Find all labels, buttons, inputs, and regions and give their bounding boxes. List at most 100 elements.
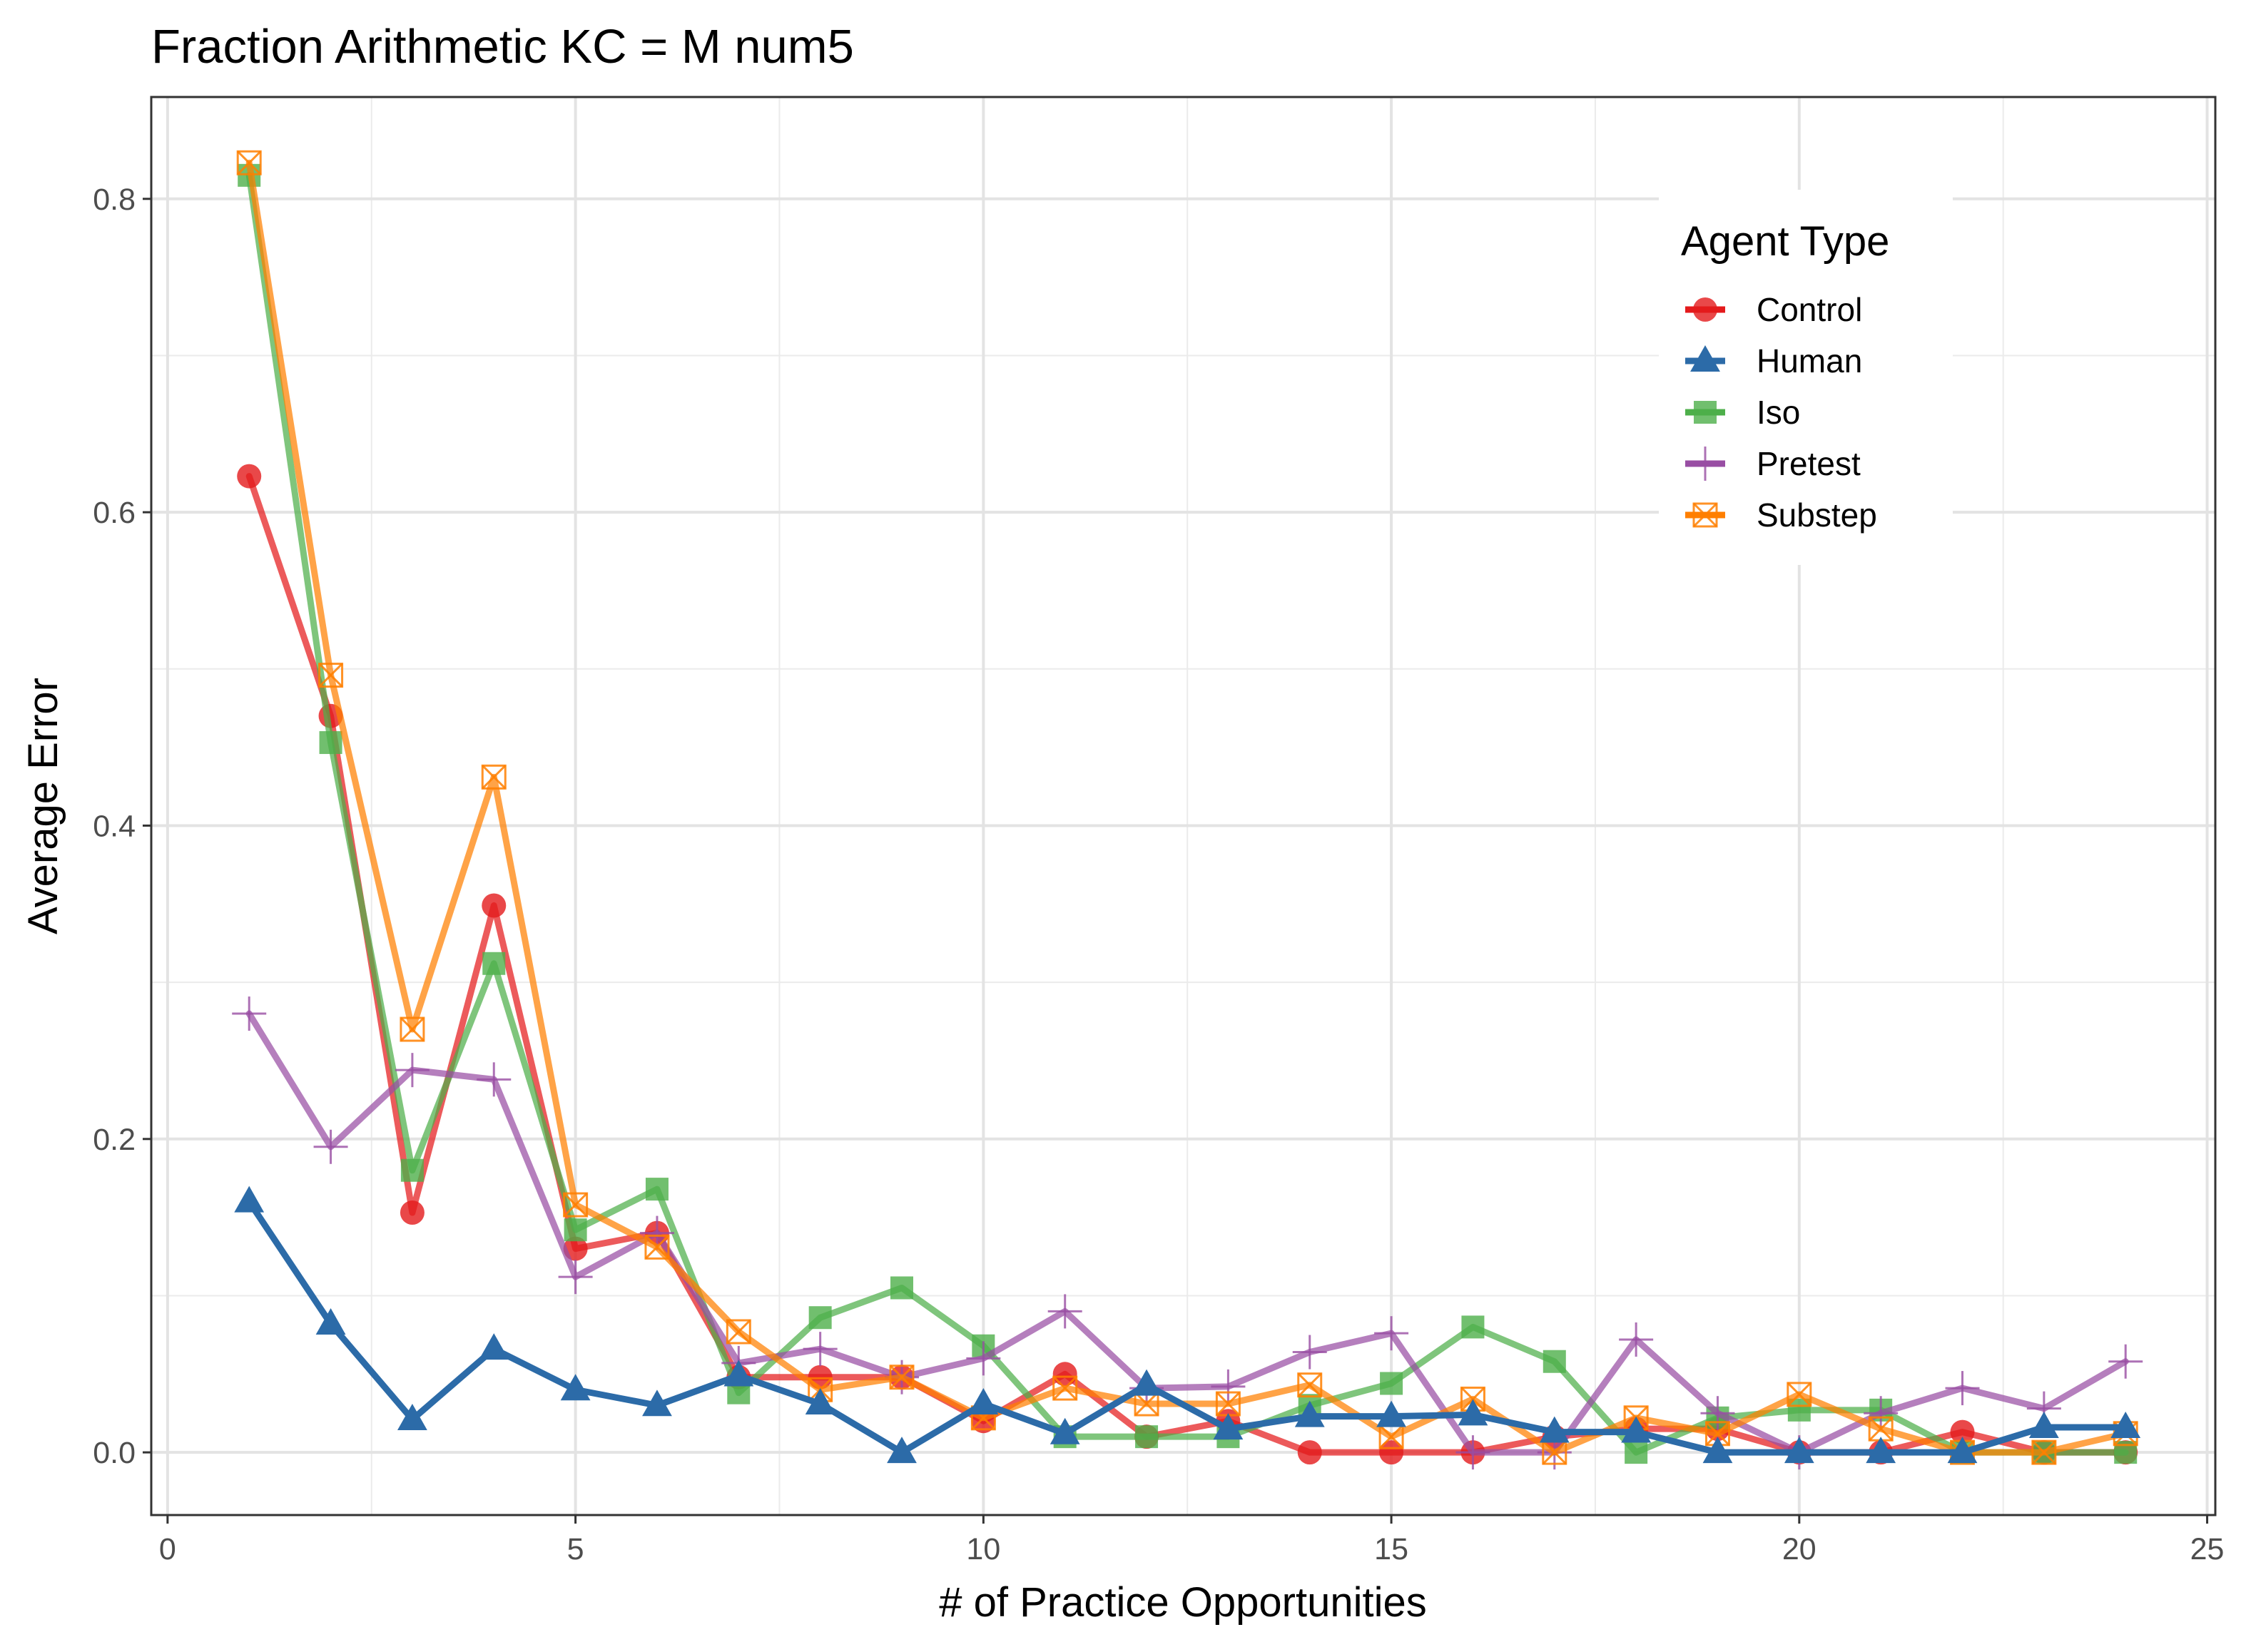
data-point-substep	[1297, 1372, 1323, 1398]
data-point-pretest	[232, 996, 267, 1031]
plot-border	[150, 96, 2217, 1516]
data-point-iso	[482, 952, 506, 975]
legend-item-control: Control	[1685, 291, 1862, 328]
legend-background	[1659, 190, 1953, 565]
y-tick-label: 0.2	[93, 1123, 136, 1157]
legend-swatch-marker	[1693, 297, 1717, 322]
data-point-pretest	[803, 1332, 838, 1367]
data-point-pretest	[2108, 1344, 2143, 1379]
data-point-human	[1294, 1400, 1325, 1427]
data-point-pretest	[1619, 1322, 1654, 1357]
data-point-control	[1379, 1440, 1404, 1465]
data-point-pretest	[1047, 1294, 1082, 1329]
data-point-control	[400, 1200, 425, 1225]
legend-label: Pretest	[1757, 445, 1861, 482]
data-point-human	[2110, 1411, 2141, 1438]
data-point-human	[1050, 1417, 1080, 1444]
data-point-human	[397, 1404, 427, 1430]
data-point-substep	[644, 1234, 670, 1260]
data-point-substep	[481, 764, 507, 790]
data-point-human	[1132, 1369, 1162, 1396]
data-point-substep	[726, 1319, 751, 1345]
data-point-iso	[564, 1218, 587, 1242]
data-point-control	[1297, 1440, 1322, 1465]
y-tick-label: 0.4	[93, 809, 136, 843]
data-point-pretest	[1211, 1369, 1246, 1404]
data-point-human	[1621, 1416, 1652, 1443]
series-human	[234, 1186, 2141, 1464]
data-point-iso	[645, 1178, 669, 1201]
data-point-substep	[1542, 1439, 1567, 1465]
data-point-substep	[1787, 1382, 1812, 1407]
data-point-substep	[1052, 1375, 1078, 1401]
data-point-human	[315, 1308, 346, 1335]
data-point-human	[1784, 1437, 1814, 1464]
data-point-substep	[236, 150, 262, 175]
data-point-iso	[1135, 1425, 1159, 1449]
data-point-substep	[400, 1016, 425, 1042]
data-point-pretest	[558, 1260, 593, 1295]
data-point-human	[1702, 1437, 1733, 1464]
data-point-pretest	[1700, 1396, 1735, 1431]
data-point-control	[1950, 1419, 1975, 1444]
data-point-iso	[890, 1276, 913, 1300]
data-point-iso	[1625, 1441, 1648, 1464]
data-point-pretest	[1374, 1316, 1409, 1351]
data-point-control	[482, 893, 507, 918]
data-point-pretest	[1292, 1335, 1327, 1370]
data-point-substep	[1704, 1421, 1730, 1447]
data-point-substep	[2031, 1439, 2057, 1465]
x-tick-label: 0	[159, 1532, 176, 1566]
data-point-iso	[400, 1158, 424, 1182]
data-point-human	[1458, 1399, 1488, 1426]
data-point-substep	[563, 1192, 589, 1218]
data-point-human	[560, 1374, 591, 1401]
legend-items: Control Human Iso Pretest Substep	[1685, 291, 1877, 534]
legend-label: Control	[1757, 291, 1862, 328]
legend: Agent Type Control Human Iso Pretest Substep	[1659, 190, 1953, 565]
legend-swatch-marker	[1690, 345, 1720, 372]
data-point-human	[1376, 1400, 1406, 1427]
y-tick-label: 0.0	[93, 1436, 136, 1470]
data-point-iso	[1461, 1315, 1485, 1339]
data-point-human	[2028, 1411, 2059, 1438]
data-point-pretest	[1864, 1396, 1899, 1431]
data-point-human	[968, 1388, 999, 1414]
data-point-pretest	[395, 1053, 430, 1088]
data-point-human	[642, 1390, 672, 1417]
data-point-iso	[808, 1306, 832, 1330]
data-point-control	[237, 464, 262, 489]
data-point-human	[479, 1333, 509, 1360]
data-point-human	[805, 1388, 835, 1414]
legend-label: Iso	[1757, 394, 1800, 431]
x-tick-label: 15	[1374, 1532, 1408, 1566]
data-point-human	[1213, 1413, 1244, 1440]
data-point-pretest	[313, 1129, 348, 1164]
legend-label: Human	[1757, 342, 1862, 379]
legend-item-pretest: Pretest	[1685, 445, 1861, 482]
data-point-human	[1866, 1437, 1896, 1464]
data-point-substep	[1868, 1416, 1894, 1442]
y-tick-label: 0.6	[93, 496, 136, 530]
data-point-human	[1539, 1416, 1570, 1443]
axis-ticks: 0 5 10 15 20 25 0.0 0.2 0.4 0.6 0.8	[93, 183, 2224, 1566]
data-point-pretest	[477, 1062, 512, 1097]
legend-item-human: Human	[1685, 342, 1862, 379]
data-point-pretest	[1455, 1435, 1490, 1470]
data-point-pretest	[1945, 1371, 1980, 1406]
x-tick-label: 20	[1782, 1532, 1816, 1566]
data-point-human	[1947, 1437, 1978, 1464]
series-line-iso	[245, 172, 2129, 1456]
data-point-iso	[1380, 1372, 1403, 1395]
data-point-human	[887, 1437, 917, 1464]
data-point-control	[1052, 1362, 1077, 1387]
series-line-human	[245, 1198, 2129, 1456]
data-point-pretest	[966, 1341, 1001, 1376]
x-tick-label: 10	[966, 1532, 1000, 1566]
series-line-pretest	[245, 1010, 2129, 1456]
data-point-human	[723, 1360, 754, 1387]
x-tick-label: 5	[567, 1532, 584, 1566]
data-point-iso	[1543, 1350, 1566, 1373]
legend-swatch-marker	[1692, 502, 1718, 528]
y-tick-label: 0.8	[93, 183, 136, 217]
